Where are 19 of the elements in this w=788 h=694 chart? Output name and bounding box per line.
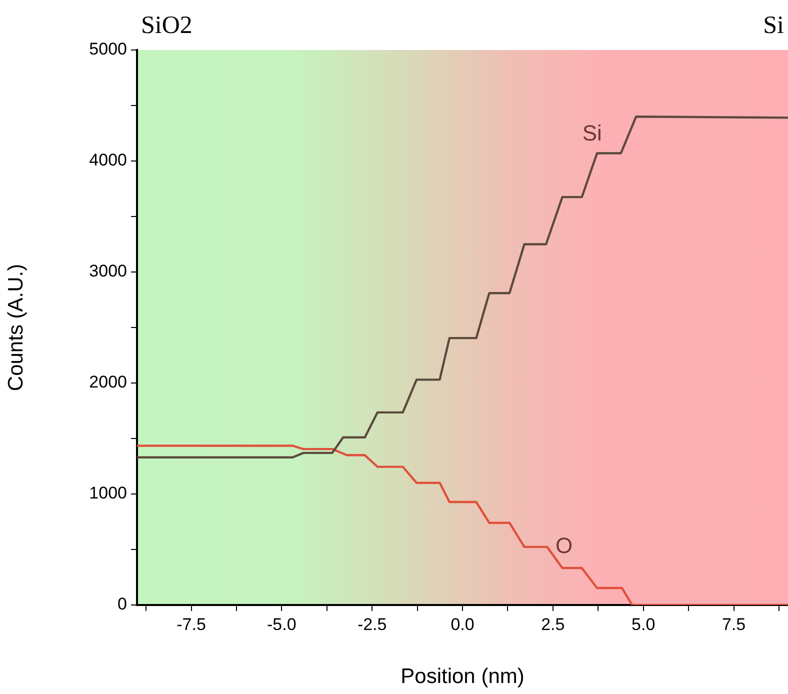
x-tick-label: 5.0 [632,614,656,634]
y-tick-label: 2000 [89,372,127,392]
text: Si [763,12,784,40]
y-tick-label: 3000 [89,262,127,281]
text: SiO2 [141,12,192,40]
y-tick-label: 1000 [89,484,127,503]
y-tick-label: 5000 [89,40,127,59]
x-axis-title: Position (nm) [400,665,524,688]
x-tick-label: -2.5 [357,614,387,634]
x-tick-label: -5.0 [267,614,296,634]
series-label: O [556,533,573,558]
x-tick-label: -7.5 [176,614,206,634]
y-tick-label: 0 [118,594,127,614]
x-tick-label: 0.0 [450,614,474,634]
y-axis-title: Counts (A.U.) [4,264,28,392]
series-label: Si [582,120,602,146]
y-tick-label: 4000 [89,150,127,170]
x-tick-label: 2.5 [541,614,565,634]
x-tick-label: 7.5 [722,614,746,634]
